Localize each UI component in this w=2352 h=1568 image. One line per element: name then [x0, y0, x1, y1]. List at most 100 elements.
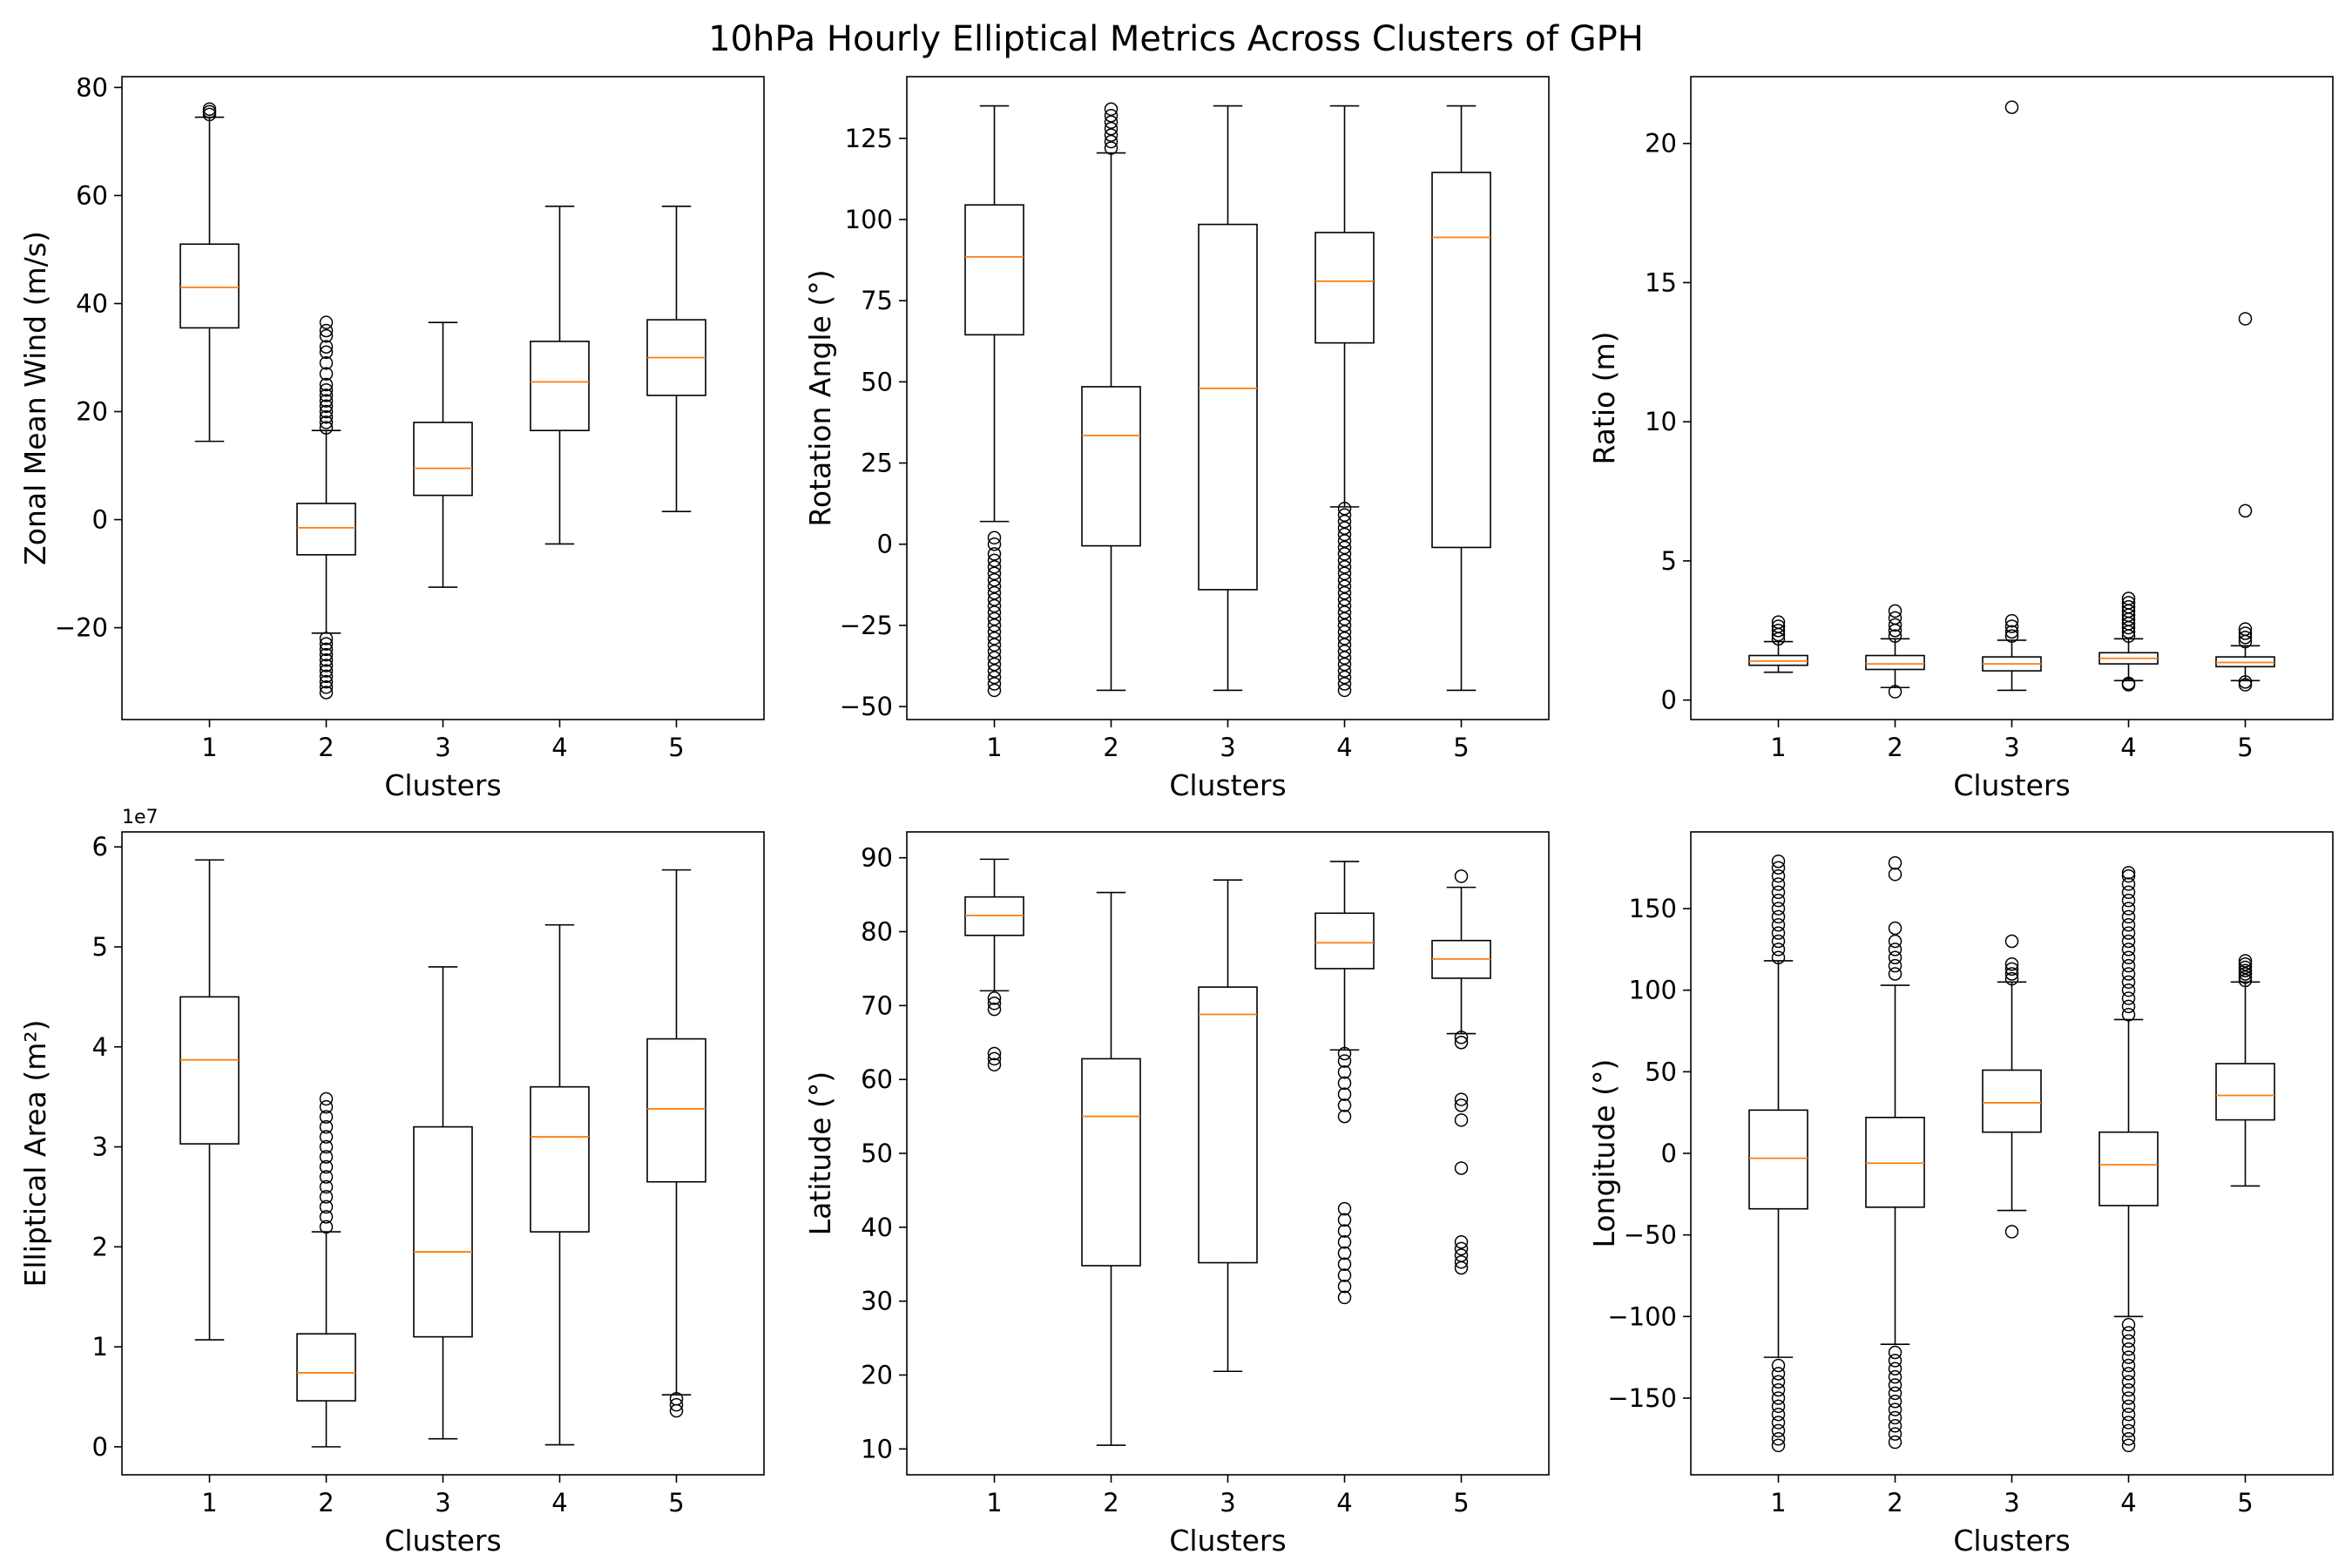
outlier-point — [1771, 1399, 1786, 1414]
outlier-point — [1337, 527, 1352, 542]
outlier-point — [1771, 615, 1786, 629]
outlier-point — [1337, 632, 1352, 645]
y-tick-label: 50 — [1645, 1057, 1677, 1086]
outlier-point — [2238, 504, 2253, 518]
panel-ratio: 0 5 10 15 20 1 2 3 4 5 Clusters Ratio (m) — [1587, 76, 2334, 802]
outlier-point — [1337, 508, 1352, 522]
x-tick-label: 3 — [1220, 1488, 1235, 1517]
iqr-box — [1865, 654, 1925, 671]
x-tick-label: 5 — [1453, 1488, 1469, 1517]
y-tick-label: 10 — [1645, 407, 1677, 436]
outlier-point — [319, 1092, 334, 1106]
iqr-box — [296, 503, 356, 556]
outlier-point — [1888, 967, 1903, 981]
outlier-point — [2121, 991, 2136, 1005]
outlier-point — [319, 399, 334, 414]
outlier-point — [2121, 596, 2136, 610]
y-tick-label: 2 — [92, 1232, 108, 1261]
outlier-point — [319, 647, 334, 662]
outlier-point — [987, 657, 1002, 672]
y-tick-label: 60 — [861, 1064, 893, 1094]
outlier-point — [987, 625, 1002, 639]
outlier-point — [1337, 1246, 1352, 1260]
outlier-point — [319, 377, 334, 392]
outlier-point — [1888, 921, 1903, 936]
iqr-box — [1982, 1069, 2042, 1133]
box-cluster-1 — [1748, 615, 1808, 673]
box-cluster-2 — [1865, 855, 1925, 1450]
y-tick-label: 80 — [76, 72, 108, 102]
x-tick-label: 1 — [1770, 1488, 1786, 1517]
outlier-point — [2121, 983, 2136, 997]
outlier-point — [1888, 950, 1903, 964]
panel-zonal-wind: −20 0 20 40 60 80 1 2 3 4 5 Clusters Zonal Mean Wind… — [18, 72, 765, 802]
outlier-point — [987, 531, 1002, 545]
outlier-point — [1337, 579, 1352, 593]
outlier-point — [319, 653, 334, 667]
iqr-box — [2099, 1131, 2159, 1206]
x-tick-label: 1 — [986, 733, 1002, 762]
x-tick-label: 4 — [1336, 1488, 1352, 1517]
outlier-point — [1771, 1438, 1786, 1453]
x-tick-label: 4 — [2120, 733, 2136, 762]
outlier-point — [2121, 1407, 2136, 1422]
axes-frame — [1690, 76, 2334, 720]
outlier-point — [987, 1051, 1002, 1066]
outlier-point — [987, 547, 1002, 561]
box-cluster-1 — [964, 105, 1024, 698]
outlier-point — [319, 315, 334, 329]
outlier-point — [1337, 670, 1352, 685]
outlier-point — [1888, 1427, 1903, 1441]
x-tick-label: 4 — [1336, 733, 1352, 762]
outlier-point — [987, 651, 1002, 665]
outlier-point — [2238, 960, 2253, 975]
iqr-box — [1315, 912, 1375, 970]
y-tick-label: 40 — [861, 1213, 893, 1242]
outlier-point — [1337, 560, 1352, 574]
y-tick-label: 100 — [1629, 976, 1677, 1005]
x-tick-label: 1 — [986, 1488, 1002, 1517]
y-axis-label: Elliptical Area (m²) — [18, 1020, 52, 1288]
x-axis-label: Clusters — [384, 1524, 501, 1558]
x-tick-label: 3 — [2004, 733, 2019, 762]
outlier-point — [2121, 1375, 2136, 1389]
y-tick-label: 0 — [1661, 686, 1677, 715]
outlier-point — [1771, 861, 1786, 875]
outlier-point — [2121, 1342, 2136, 1356]
outlier-point — [987, 670, 1002, 685]
outlier-point — [2004, 629, 2019, 643]
outlier-point — [987, 598, 1002, 613]
x-axis-label: Clusters — [1169, 768, 1286, 802]
y-tick-label: 80 — [861, 917, 893, 947]
outlier-point — [319, 421, 334, 435]
outlier-point — [1454, 1161, 1469, 1175]
outlier-point — [2121, 918, 2136, 932]
outlier-point — [1888, 611, 1903, 625]
iqr-box — [179, 243, 240, 329]
outlier-point — [319, 642, 334, 657]
box-cluster-2 — [1865, 604, 1925, 699]
outlier-point — [1337, 644, 1352, 659]
outlier-point — [319, 1220, 334, 1234]
outlier-point — [2238, 626, 2253, 640]
outlier-point — [319, 1099, 334, 1114]
x-tick-label: 3 — [1220, 733, 1235, 762]
outlier-point — [319, 1170, 334, 1184]
x-tick-label: 5 — [668, 1488, 684, 1517]
outlier-point — [2004, 1225, 2019, 1239]
outlier-point — [1888, 1410, 1903, 1425]
y-axis-label: Rotation Angle (°) — [803, 269, 837, 526]
outlier-point — [319, 674, 334, 689]
outlier-point — [319, 367, 334, 381]
y-tick-label: 4 — [92, 1032, 108, 1062]
box-cluster-3 — [1198, 105, 1258, 692]
x-tick-label: 3 — [2004, 1488, 2019, 1517]
outlier-point — [1888, 867, 1903, 882]
outlier-point — [2238, 956, 2253, 971]
outlier-point — [1771, 885, 1786, 900]
outlier-point — [1888, 958, 1903, 973]
outlier-point — [1771, 926, 1786, 940]
iqr-box — [1198, 223, 1258, 591]
outlier-point — [319, 345, 334, 360]
